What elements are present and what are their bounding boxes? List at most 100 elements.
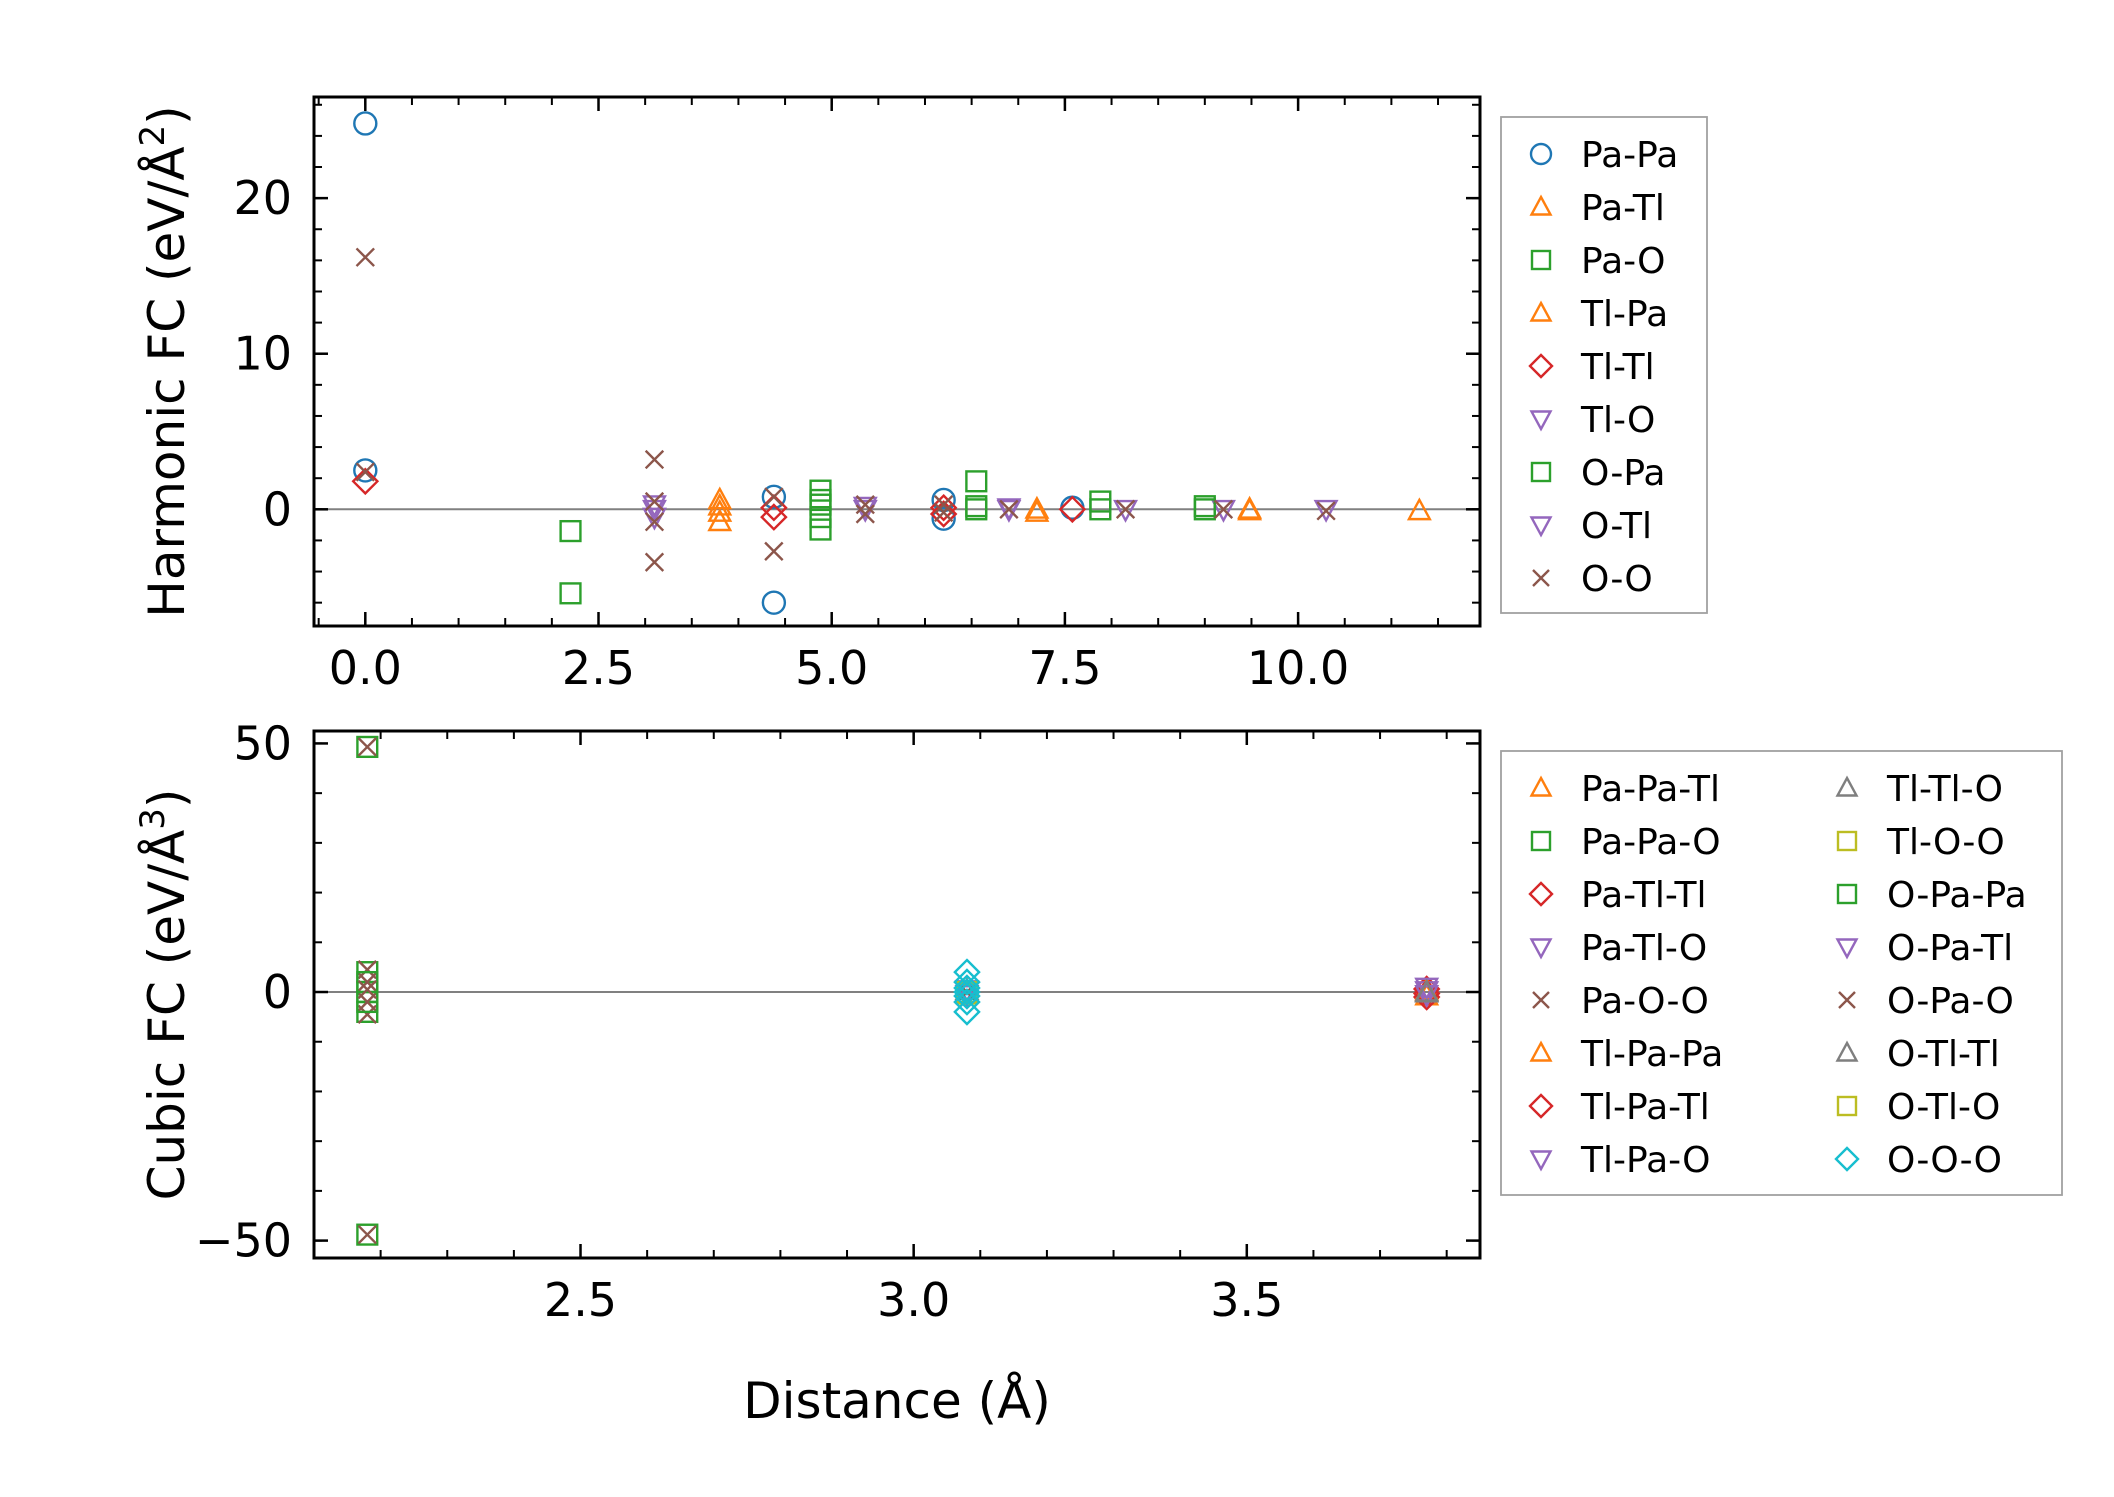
harmonic-point-Pa-Tl [1406, 497, 1432, 521]
harmonic-ytick-label: 10 [233, 327, 292, 381]
cubic-legend-label: O-O-O [1887, 1140, 2002, 1181]
harmonic-legend-label: Tl-Pa [1580, 294, 1668, 335]
harmonic-point-O-O [355, 462, 375, 482]
cubic-point-O-Pa-Pa [356, 990, 379, 1014]
cubic-point-O-O-O [953, 988, 981, 1016]
harmonic-point-Tl-Tl [929, 500, 958, 528]
harmonic-xtick-label: 0.0 [329, 641, 402, 695]
harmonic-point-O-O [855, 494, 875, 515]
cubic-legend-marker [1532, 991, 1550, 1009]
harmonic-point-Pa-Tl [1024, 498, 1050, 522]
cubic-axes-frame [312, 729, 1482, 1260]
harmonic-point-Tl-O [1211, 499, 1236, 523]
harmonic-legend-label: Pa-Tl [1581, 188, 1665, 229]
harmonic-legend-marker [1529, 194, 1553, 216]
harmonic-legend-label: O-O [1581, 559, 1653, 600]
cubic-legend-label: Tl-Pa-Pa [1580, 1034, 1723, 1075]
cubic-point-Pa-O-O [357, 972, 377, 992]
cubic-point-Pa-O-O [357, 737, 377, 757]
cubic-series-O-Tl-Tl [1414, 979, 1440, 1003]
cubic-legend-marker [1836, 830, 1858, 852]
harmonic-point-O-O [933, 494, 954, 515]
harmonic-point-O-O [355, 247, 375, 267]
cubic-legend-marker [1836, 1095, 1858, 1117]
harmonic-point-Pa-Tl [707, 508, 733, 532]
harmonic-series-Pa-Tl [707, 486, 1432, 532]
harmonic-legend-label: O-Tl [1581, 506, 1652, 547]
cubic-point-O-Tl-Tl [1414, 979, 1440, 1003]
harmonic-point-Pa-O [1089, 498, 1112, 521]
harmonic-point-Pa-Pa [1060, 495, 1085, 520]
harmonic-xtick-label: 7.5 [1028, 641, 1101, 695]
cubic-ytick-label: 50 [233, 716, 292, 770]
harmonic-series-O-Pa [809, 488, 1216, 521]
cubic-legend-label: Pa-Tl-Tl [1581, 875, 1707, 916]
cubic-legend-label: Pa-O-O [1581, 981, 1709, 1022]
harmonic-legend-label: O-Pa [1581, 453, 1665, 494]
cubic-legend-label: Tl-Pa-O [1580, 1140, 1710, 1181]
harmonic-point-Pa-O [965, 470, 988, 493]
cubic-legend-marker [1529, 1040, 1553, 1062]
harmonic-point-O-O [644, 552, 665, 572]
harmonic-legend-label: Tl-Tl [1580, 347, 1655, 388]
harmonic-point-Pa-Tl [707, 498, 733, 522]
cubic-point-Pa-O-O [357, 1224, 377, 1245]
harmonic-series-Pa-O [559, 470, 1216, 605]
cubic-point-O-O-O [953, 998, 981, 1026]
cubic-point-O-O-O [953, 982, 981, 1010]
harmonic-point-O-O [644, 491, 665, 512]
cubic-series-O-Pa-Pa [356, 970, 379, 1014]
harmonic-point-Pa-O [559, 519, 582, 543]
cubic-legend-marker [1835, 775, 1859, 797]
harmonic-legend-label: Tl-O [1580, 400, 1655, 441]
cubic-legend-label: O-Tl-O [1887, 1087, 2000, 1128]
harmonic-point-O-O [1213, 499, 1234, 519]
harmonic-point-Tl-O [642, 507, 667, 531]
cubic-legend-marker [1838, 991, 1856, 1009]
cubic-xtick-label: 3.5 [1210, 1273, 1283, 1327]
harmonic-point-Tl-Pa [1024, 495, 1050, 519]
cubic-ylabel: Cubic FC (eV/Å3) [133, 789, 196, 1201]
harmonic-point-O-O [855, 504, 875, 524]
cubic-legend-marker [1835, 938, 1859, 960]
harmonic-point-Tl-Pa [1237, 495, 1263, 519]
cubic-point-O-O-O [953, 978, 981, 1006]
cubic-series-O-Pa-O [357, 979, 977, 1002]
cubic-point-Pa-Pa-O [356, 1223, 379, 1246]
cubic-point-Pa-O-O [357, 1004, 377, 1025]
harmonic-point-Pa-Pa [353, 458, 378, 483]
harmonic-point-O-O [644, 512, 665, 532]
harmonic-point-O-Pa [965, 495, 988, 518]
harmonic-series-Pa-Pa [353, 111, 1085, 615]
harmonic-point-Tl-O [1313, 499, 1339, 523]
cubic-legend-frame [1500, 750, 2063, 1196]
cubic-legend-label: Pa-Pa-O [1581, 822, 1721, 863]
cubic-legend-marker [1528, 881, 1554, 907]
cubic-legend-label: O-Pa-Pa [1887, 875, 2027, 916]
harmonic-xtick-label: 2.5 [562, 641, 635, 695]
cubic-legend-marker [1530, 830, 1552, 852]
harmonic-fc-panel: 0.0 2.5 5.0 7.5 10.0 0 10 20 Harmonic FC (eV/Å2)… [133, 95, 1708, 695]
cubic-legend-label: Tl-Tl-O [1886, 769, 2003, 810]
harmonic-point-Pa-Pa [761, 484, 787, 510]
harmonic-series-O-O [355, 247, 1336, 572]
harmonic-legend-label: Pa-Pa [1581, 135, 1678, 176]
harmonic-point-Tl-Tl [351, 467, 380, 496]
harmonic-point-Pa-Pa [931, 506, 956, 531]
cubic-point-O-Pa-Tl [1414, 985, 1440, 1009]
harmonic-legend-frame [1500, 116, 1708, 614]
harmonic-point-O-Tl [1113, 499, 1139, 523]
cubic-point-O-O-O [953, 968, 981, 996]
cubic-xtick-label: 3.0 [877, 1273, 950, 1327]
cubic-legend-marker [1835, 1040, 1859, 1062]
harmonic-legend-marker [1530, 249, 1552, 271]
harmonic-point-Tl-Tl [1058, 495, 1087, 524]
cubic-xtick-label: 2.5 [544, 1273, 617, 1327]
cubic-legend-marker [1836, 883, 1858, 905]
harmonic-point-Pa-O [559, 582, 582, 605]
cubic-legend-label: Tl-O-O [1886, 822, 2005, 863]
cubic-legend-marker [1529, 938, 1553, 960]
harmonic-point-Pa-Pa [761, 590, 787, 615]
harmonic-ylabel: Harmonic FC (eV/Å2) [133, 105, 196, 617]
